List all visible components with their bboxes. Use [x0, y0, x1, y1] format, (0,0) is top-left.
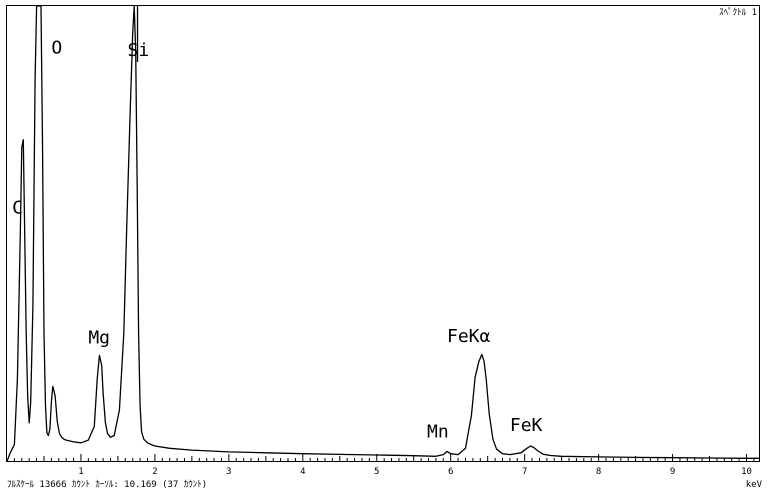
peak-label: FeKα — [447, 326, 491, 347]
spectrum-series-line — [6, 5, 759, 462]
x-axis-ticks — [13, 454, 755, 461]
x-tick-label: 2 — [152, 467, 157, 477]
x-tick-label: 5 — [374, 467, 379, 477]
x-axis-tick-labels: 1 2 3 4 5 6 7 8 9 10 — [78, 467, 752, 477]
plot-frame — [6, 5, 760, 462]
x-tick-label: 6 — [448, 467, 453, 477]
x-tick-label: 10 — [741, 467, 752, 477]
x-tick-label: 3 — [226, 467, 231, 477]
peak-label: Mg — [88, 328, 110, 349]
peak-label: FeK — [510, 415, 543, 436]
peak-label: Mn — [427, 421, 449, 442]
x-tick-label: 7 — [522, 467, 527, 477]
peak-labels: O Si C Mg FeKα Mn FeK — [12, 37, 542, 442]
spectrum-title: ｽﾍﾟｸﾄﾙ 1 — [719, 7, 757, 18]
peak-label: Si — [128, 40, 150, 61]
x-axis-unit-label: keV — [746, 480, 763, 490]
x-tick-label: 9 — [670, 467, 675, 477]
status-readout: ﾌﾙｽｹｰﾙ 13666 ｶｳﾝﾄ ｶｰｿﾙ: 10.169 (37 ｶｳﾝﾄ) — [7, 479, 207, 490]
peak-label: O — [51, 37, 62, 58]
x-tick-label: 8 — [596, 467, 601, 477]
x-tick-label: 4 — [300, 467, 305, 477]
peak-label: C — [12, 197, 23, 218]
x-tick-label: 1 — [78, 467, 83, 477]
